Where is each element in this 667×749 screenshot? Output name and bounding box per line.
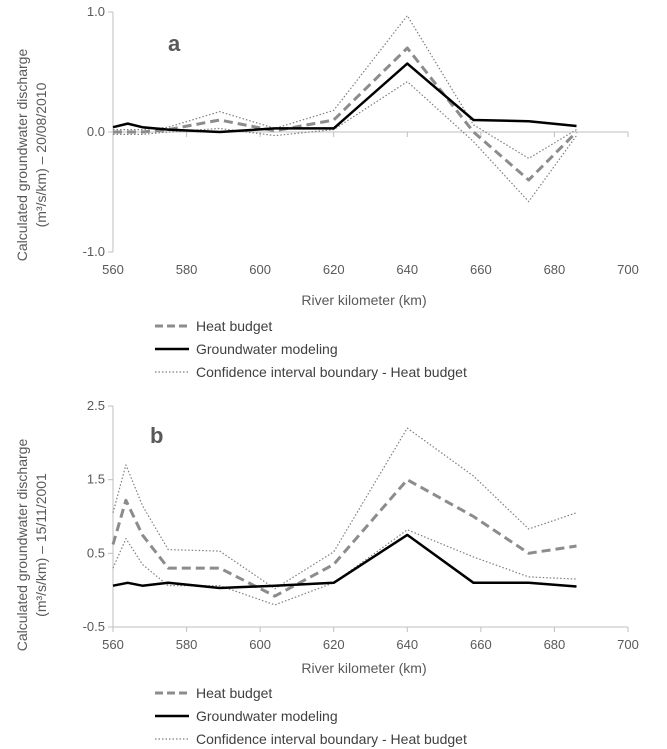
legend-a-heat-budget: Heat budget	[196, 318, 272, 334]
panel-b-plot-area: -0.5 0.5 1.5 2.5 560 580 600 620 640 660 680 700	[83, 398, 639, 652]
panel-a-x-tick-label: 640	[396, 262, 418, 277]
panel-a-x-tick-label: 700	[617, 262, 639, 277]
panel-a-legend: Heat budget Groundwater modeling Confide…	[155, 318, 467, 380]
panel-a-ylabel-line2: (m³/s/km) – 20/08/2010	[33, 82, 49, 227]
legend-a-groundwater: Groundwater modeling	[196, 341, 338, 357]
panel-b-y-tick-label: -0.5	[83, 619, 105, 634]
panel-a-x-tick-label: 660	[470, 262, 492, 277]
panel-a-series-dotted-2	[113, 15, 577, 159]
panel-b-ylabel-line1: Calculated groundwater discharge	[14, 439, 30, 652]
panel-a-y-tick-label: -1.0	[83, 244, 105, 259]
legend-a-confidence: Confidence interval boundary - Heat budg…	[196, 364, 467, 380]
panel-b-legend: Heat budget Groundwater modeling Confide…	[155, 685, 467, 747]
panel-b-x-tick-label: 640	[396, 637, 418, 652]
panel-b-series-dotted-3	[112, 529, 577, 606]
panel-b-x-tick-label: 700	[617, 637, 639, 652]
panel-a-y-tick-label: 1.0	[87, 4, 105, 19]
panel-a-series-dotted-3	[113, 80, 577, 203]
legend-b-heat-budget: Heat budget	[196, 685, 272, 701]
panel-a-letter: a	[168, 31, 181, 56]
panel-b-x-tick-label: 680	[544, 637, 566, 652]
panel-b-series-solid-1	[112, 533, 577, 590]
panel-a-plot-area: -1.0 0.0 1.0 560 580 600 620 640 660 680 700	[83, 4, 639, 277]
panel-b-y-tick-label: 2.5	[87, 398, 105, 413]
panel-a-xlabel: River kilometer (km)	[301, 292, 426, 308]
panel-b-x-tick-label: 560	[102, 637, 124, 652]
panel-a-x-tick-label: 600	[249, 262, 271, 277]
panel-b-ylabel-line2: (m³/s/km) – 15/11/2001	[33, 473, 49, 617]
panel-b-letter: b	[150, 423, 163, 448]
panel-a-x-tick-label: 680	[544, 262, 566, 277]
panel-b-x-tick-label: 600	[249, 637, 271, 652]
panel-b-xlabel: River kilometer (km)	[301, 660, 426, 676]
panel-a-y-tick-label: 0.0	[87, 124, 105, 139]
legend-b-groundwater: Groundwater modeling	[196, 708, 338, 724]
panel-b-y-tick-label: 0.5	[87, 545, 105, 560]
panel-a-x-tick-label: 620	[323, 262, 345, 277]
panel-b-y-tick-label: 1.5	[87, 472, 105, 487]
panel-a-x-tick-label: 580	[176, 262, 198, 277]
panel-b-x-tick-label: 620	[323, 637, 345, 652]
panel-a-x-tick-label: 560	[102, 262, 124, 277]
panel-a-series-dashed-0	[113, 46, 578, 182]
panel-b-series-dashed-0	[111, 478, 577, 598]
panel-a: a -1.0 0.0 1.0 560 580 600 620 640 660 680 700 Cal…	[14, 4, 639, 380]
panel-b-x-tick-label: 580	[176, 637, 198, 652]
panel-b-x-tick-label: 660	[470, 637, 492, 652]
panel-a-series-solid-1	[112, 62, 577, 134]
panel-b-series-dotted-2	[112, 427, 577, 590]
legend-b-confidence: Confidence interval boundary - Heat budg…	[196, 731, 467, 747]
panel-a-ylabel-line1: Calculated groundwater discharge	[14, 49, 30, 262]
